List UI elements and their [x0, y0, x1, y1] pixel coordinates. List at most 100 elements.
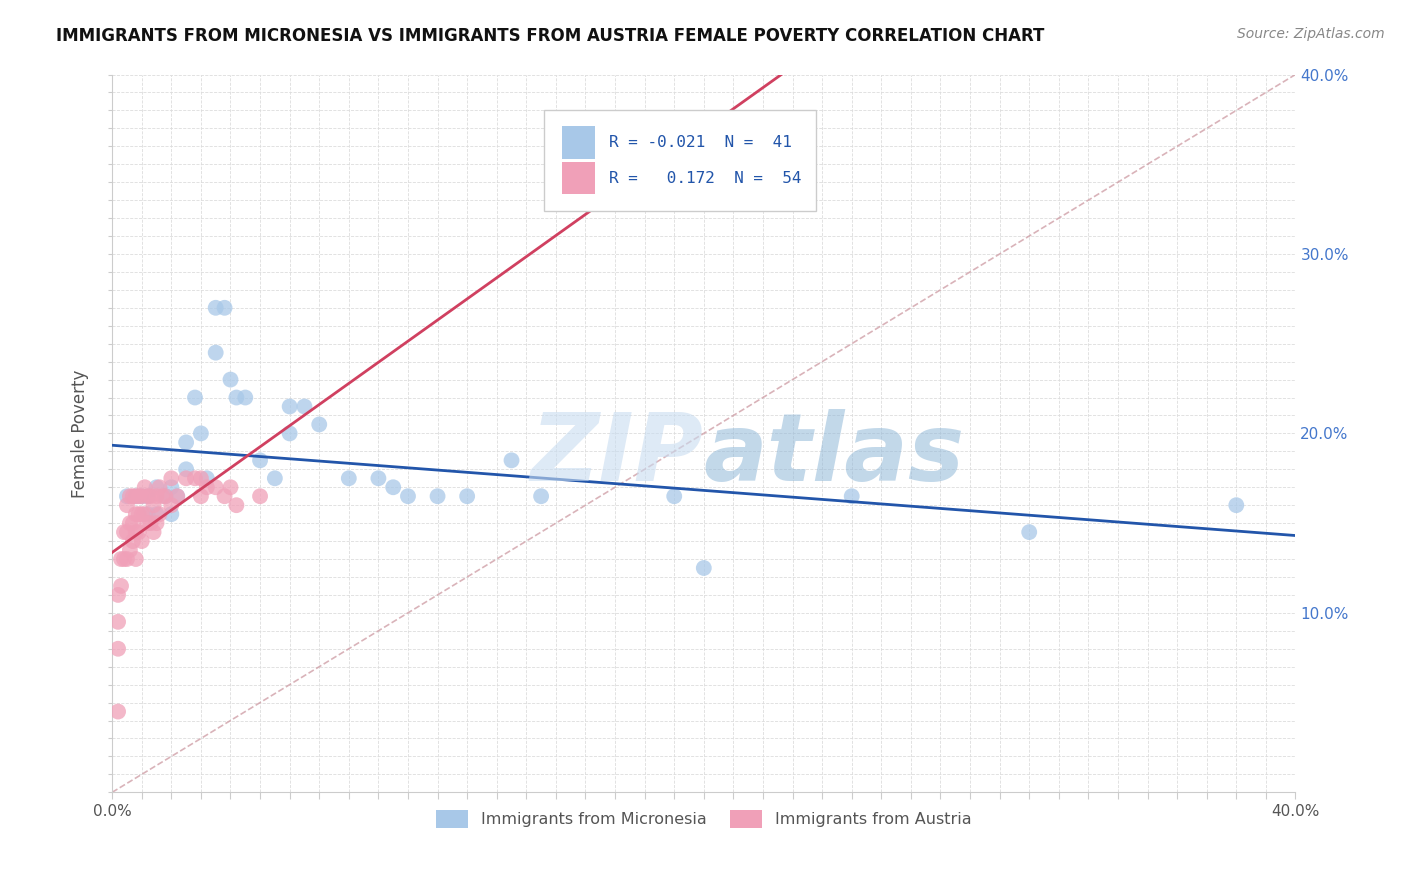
Point: [396, 489, 419, 503]
Point: [184, 391, 207, 405]
FancyBboxPatch shape: [544, 111, 817, 211]
Point: [263, 471, 285, 485]
Point: [131, 489, 153, 503]
Point: [115, 489, 138, 503]
Text: atlas: atlas: [704, 409, 965, 501]
Point: [225, 498, 247, 512]
Point: [204, 301, 226, 315]
Point: [118, 543, 141, 558]
Point: [118, 516, 141, 530]
Point: [136, 489, 159, 503]
Point: [1018, 525, 1040, 540]
Point: [125, 489, 148, 503]
Point: [131, 507, 153, 521]
Point: [131, 489, 153, 503]
Point: [190, 489, 212, 503]
Point: [112, 525, 135, 540]
Point: [134, 480, 156, 494]
Point: [294, 400, 316, 414]
Point: [142, 498, 165, 512]
Point: [145, 507, 167, 521]
Point: [145, 489, 167, 503]
Point: [155, 489, 177, 503]
Point: [112, 552, 135, 566]
Point: [233, 391, 256, 405]
Point: [693, 561, 716, 575]
Point: [214, 301, 236, 315]
Point: [426, 489, 449, 503]
Point: [107, 705, 129, 719]
Text: R = -0.021  N =  41: R = -0.021 N = 41: [609, 135, 792, 150]
Point: [249, 453, 271, 467]
Point: [125, 489, 148, 503]
Point: [1225, 498, 1247, 512]
Point: [128, 525, 150, 540]
Point: [107, 588, 129, 602]
Point: [249, 489, 271, 503]
Point: [121, 516, 143, 530]
Point: [166, 489, 188, 503]
Point: [219, 480, 242, 494]
Text: ZIP: ZIP: [531, 409, 704, 501]
Point: [115, 525, 138, 540]
Point: [337, 471, 360, 485]
Point: [382, 480, 405, 494]
Point: [118, 489, 141, 503]
Point: [160, 507, 183, 521]
Point: [204, 480, 226, 494]
Point: [145, 480, 167, 494]
Point: [125, 552, 148, 566]
Point: [166, 489, 188, 503]
Bar: [562, 162, 595, 194]
Point: [174, 462, 197, 476]
Point: [278, 400, 301, 414]
Point: [115, 498, 138, 512]
Point: [139, 516, 162, 530]
Point: [125, 525, 148, 540]
Point: [308, 417, 330, 432]
Point: [136, 507, 159, 521]
Point: [530, 489, 553, 503]
Point: [107, 615, 129, 629]
Point: [190, 426, 212, 441]
Point: [148, 480, 170, 494]
Point: [195, 471, 218, 485]
Point: [204, 345, 226, 359]
Point: [190, 471, 212, 485]
Point: [219, 373, 242, 387]
Point: [367, 471, 389, 485]
Text: Source: ZipAtlas.com: Source: ZipAtlas.com: [1237, 27, 1385, 41]
Legend: Immigrants from Micronesia, Immigrants from Austria: Immigrants from Micronesia, Immigrants f…: [429, 804, 979, 835]
Point: [148, 507, 170, 521]
Point: [142, 525, 165, 540]
Point: [125, 507, 148, 521]
Point: [121, 489, 143, 503]
Point: [121, 534, 143, 549]
Point: [110, 579, 132, 593]
Point: [456, 489, 478, 503]
Point: [155, 489, 177, 503]
Point: [131, 534, 153, 549]
Point: [160, 480, 183, 494]
Bar: [562, 126, 595, 159]
Text: IMMIGRANTS FROM MICRONESIA VS IMMIGRANTS FROM AUSTRIA FEMALE POVERTY CORRELATION: IMMIGRANTS FROM MICRONESIA VS IMMIGRANTS…: [56, 27, 1045, 45]
Point: [136, 516, 159, 530]
Point: [174, 471, 197, 485]
Point: [134, 507, 156, 521]
Point: [107, 641, 129, 656]
Point: [214, 489, 236, 503]
Point: [841, 489, 863, 503]
Point: [145, 516, 167, 530]
Point: [174, 435, 197, 450]
Point: [501, 453, 523, 467]
Point: [136, 489, 159, 503]
Point: [160, 498, 183, 512]
Point: [128, 507, 150, 521]
Point: [195, 480, 218, 494]
Point: [128, 489, 150, 503]
Point: [139, 489, 162, 503]
Point: [115, 552, 138, 566]
Point: [152, 489, 174, 503]
Y-axis label: Female Poverty: Female Poverty: [72, 369, 89, 498]
Point: [278, 426, 301, 441]
